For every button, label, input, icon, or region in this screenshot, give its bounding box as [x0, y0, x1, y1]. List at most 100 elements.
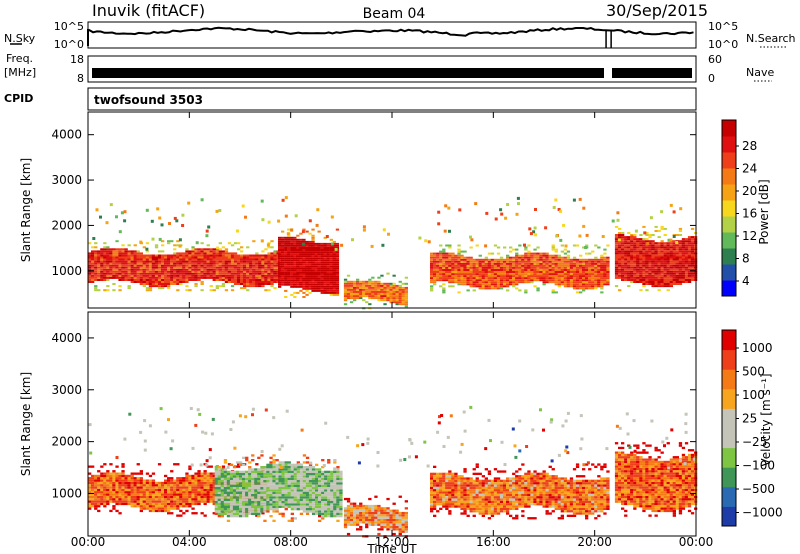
range-cell — [215, 285, 219, 288]
range-cell — [273, 264, 277, 267]
range-cell — [239, 515, 243, 518]
range-cell — [308, 287, 312, 290]
range-cell — [142, 484, 146, 487]
scatter-cell — [499, 208, 503, 212]
scatter-cell — [123, 210, 127, 214]
range-cell — [439, 273, 443, 276]
range-cell — [490, 285, 495, 288]
range-cell — [651, 242, 655, 245]
range-cell — [237, 276, 241, 279]
range-cell — [660, 240, 664, 243]
range-cell — [481, 266, 485, 269]
range-cell — [672, 279, 676, 281]
range-cell — [217, 487, 221, 490]
range-cell — [188, 279, 192, 281]
range-cell — [97, 289, 101, 292]
range-cell — [246, 268, 250, 271]
range-cell — [539, 256, 543, 259]
range-cell — [600, 271, 604, 273]
range-cell — [654, 262, 658, 265]
range-cell — [115, 495, 119, 499]
range-cell — [681, 262, 686, 265]
range-cell — [515, 260, 519, 263]
range-cell — [332, 259, 336, 262]
range-cell — [645, 264, 649, 267]
range-cell — [273, 272, 277, 275]
range-cell — [359, 286, 363, 289]
range-cell — [657, 262, 661, 265]
range-cell — [554, 275, 558, 278]
range-cell — [380, 293, 384, 295]
range-cell — [451, 275, 455, 278]
range-cell — [130, 472, 134, 475]
range-cell — [469, 246, 473, 249]
range-cell — [278, 240, 282, 243]
range-cell — [226, 519, 231, 522]
range-cell — [230, 281, 235, 283]
range-cell — [389, 293, 393, 295]
range-cell — [329, 253, 333, 256]
range-cell — [176, 272, 180, 275]
range-cell — [672, 264, 676, 267]
range-cell — [460, 279, 464, 282]
range-cell — [603, 281, 607, 284]
range-cell — [229, 463, 234, 466]
range-cell — [335, 265, 340, 268]
range-cell — [145, 283, 150, 285]
range-cell — [212, 474, 216, 478]
range-cell — [97, 266, 101, 269]
range-cell — [182, 268, 186, 271]
range-cell — [227, 279, 232, 281]
colorbar-swatch — [722, 168, 736, 185]
range-cell — [603, 283, 607, 286]
range-cell — [311, 244, 315, 247]
range-cell — [215, 264, 219, 267]
range-cell — [353, 291, 357, 293]
range-cell — [223, 501, 228, 504]
scatter-cell — [207, 225, 211, 229]
range-cell — [296, 261, 300, 264]
range-cell — [305, 285, 309, 288]
range-cell — [284, 259, 288, 262]
range-cell — [214, 466, 218, 469]
range-cell — [252, 256, 256, 259]
range-cell — [302, 261, 306, 264]
range-cell — [515, 262, 519, 265]
range-cell — [346, 284, 351, 287]
range-cell — [161, 266, 165, 269]
range-cell — [191, 488, 195, 492]
range-cell — [130, 495, 134, 499]
range-cell — [185, 491, 189, 494]
range-cell — [496, 266, 501, 269]
range-cell — [194, 258, 198, 261]
range-cell — [451, 254, 455, 257]
range-cell — [569, 262, 574, 265]
range-cell — [572, 285, 577, 288]
range-cell — [106, 477, 110, 480]
range-cell — [191, 252, 195, 255]
range-cell — [591, 279, 595, 282]
range-cell — [136, 276, 140, 279]
range-cell — [100, 279, 104, 281]
range-cell — [118, 491, 122, 494]
range-cell — [200, 276, 204, 279]
range-cell — [669, 274, 673, 277]
range-cell — [100, 264, 104, 267]
range-cell — [563, 271, 568, 273]
range-cell — [142, 502, 146, 506]
range-cell — [232, 512, 237, 515]
range-cell — [669, 256, 673, 259]
range-cell — [509, 262, 513, 265]
range-cell — [100, 270, 104, 273]
range-cell — [224, 256, 229, 259]
range-cell — [639, 272, 643, 275]
range-cell — [469, 273, 473, 276]
range-cell — [600, 262, 604, 265]
range-cell — [170, 500, 174, 503]
range-cell — [299, 261, 303, 264]
range-cell — [185, 495, 189, 499]
range-cell — [436, 264, 440, 267]
range-cell — [243, 270, 247, 273]
range-cell — [557, 258, 561, 261]
range-cell — [290, 236, 294, 239]
